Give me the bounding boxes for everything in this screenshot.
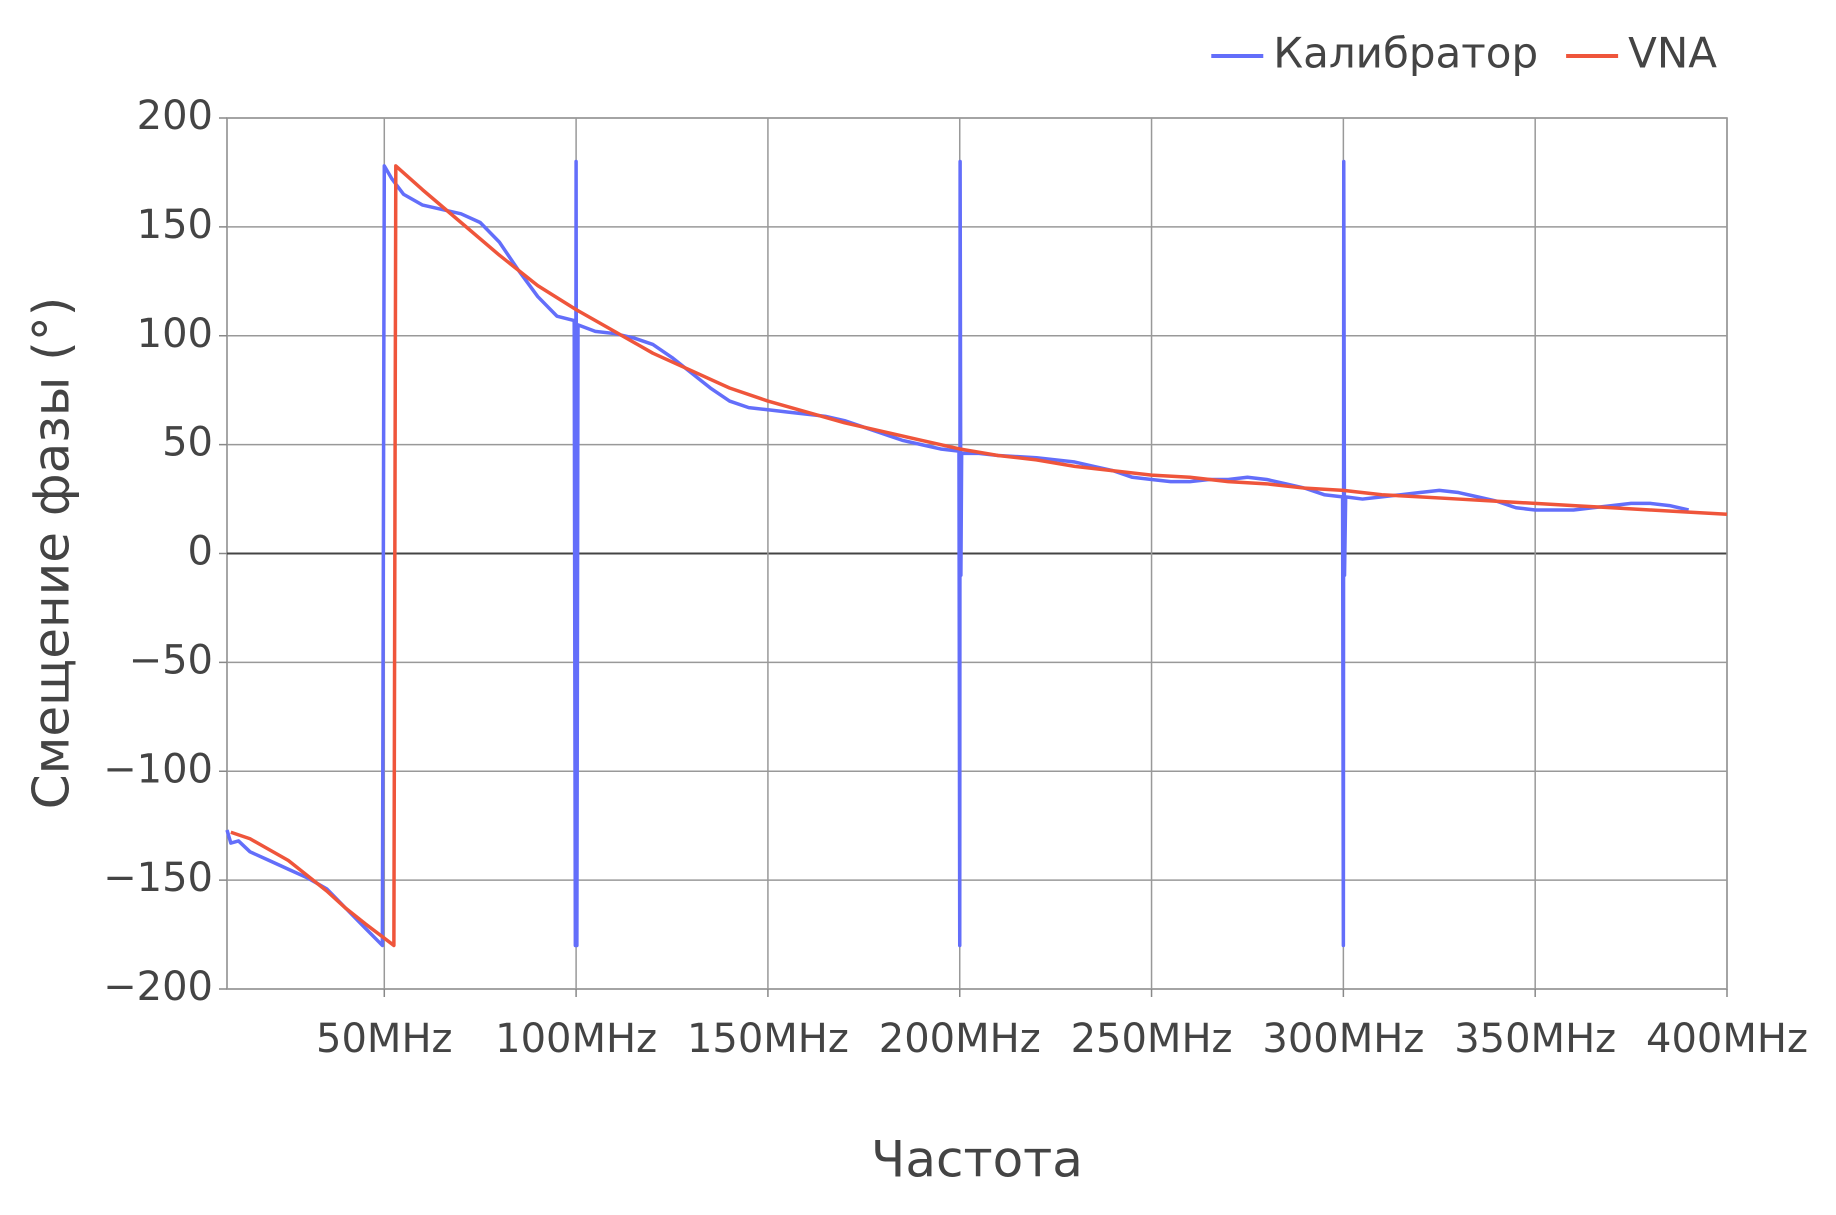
y-tick-label: −100 [103,746,213,792]
x-tick-label: 400MHz [1646,1016,1808,1062]
y-tick-label: 200 [137,93,213,139]
legend-label: Калибратор [1273,29,1538,78]
y-tick-label: 150 [137,202,213,248]
y-tick-label: −50 [129,637,213,683]
y-tick-label: 50 [162,420,213,466]
legend-label: VNA [1628,29,1717,78]
y-axis-title: Смещение фазы (°) [23,297,81,809]
x-tick-label: 200MHz [879,1016,1041,1062]
x-tick-label: 150MHz [687,1016,849,1062]
series-line [230,164,1728,948]
y-tick-label: −150 [103,855,213,901]
x-tick-label: 50MHz [316,1016,452,1062]
y-tick-label: −200 [103,964,213,1010]
x-tick-label: 300MHz [1262,1016,1424,1062]
y-tick-label: 0 [188,529,213,575]
x-tick-label: 350MHz [1454,1016,1616,1062]
x-axis-title: Частота [871,1131,1083,1189]
x-tick-label: 250MHz [1071,1016,1233,1062]
y-tick-label: 100 [137,311,213,357]
x-tick-label: 100MHz [495,1016,657,1062]
